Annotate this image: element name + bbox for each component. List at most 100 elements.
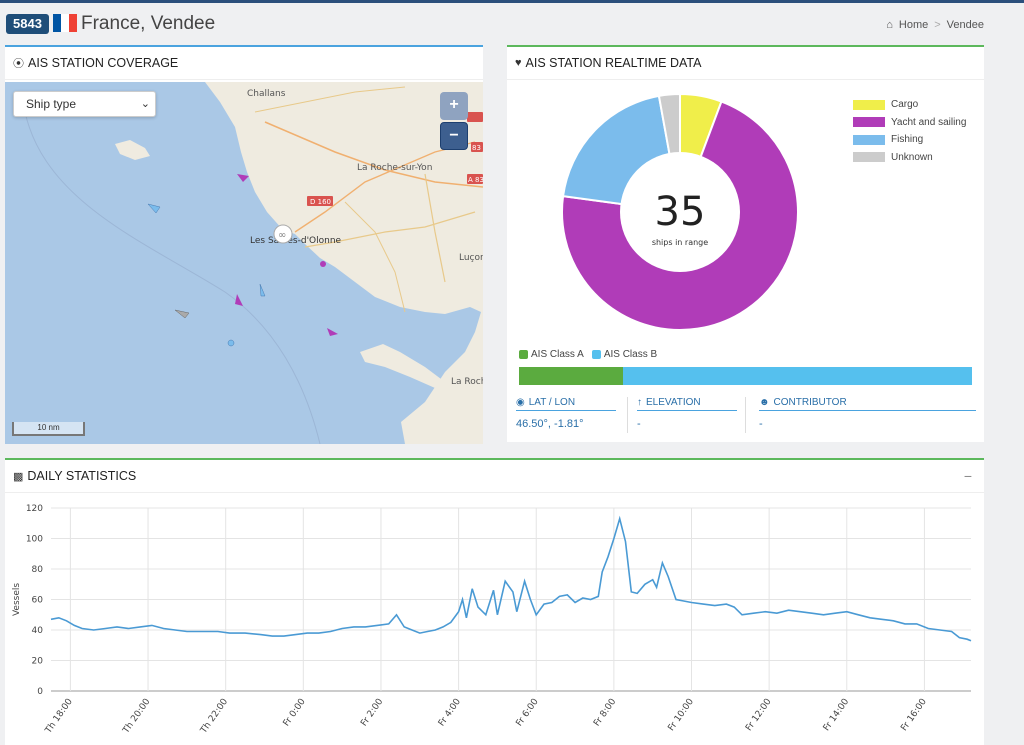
y-tick-label: 100 <box>26 535 43 545</box>
ship-marker-fishing[interactable] <box>147 203 161 214</box>
map-land <box>205 82 483 444</box>
ship-marker-yacht[interactable] <box>320 261 326 267</box>
map-road <box>254 86 406 113</box>
lat-lon-heading: ◉ LAT / LON <box>516 397 616 411</box>
ship-marker-unknown[interactable] <box>174 309 190 319</box>
coverage-map[interactable]: Challans La Roche-sur-Yon Les Sables-d'O… <box>5 82 483 444</box>
ship-marker-yacht[interactable] <box>235 294 243 306</box>
bar-chart-icon: ▩ <box>13 470 24 483</box>
legend-label: Yacht and sailing <box>891 116 967 128</box>
ship-type-donut: 35 ships in range <box>557 89 803 335</box>
series-line-vessels <box>50 515 972 642</box>
x-tick-label: Th 20:00 <box>121 697 153 737</box>
map-label-d160: D 160 <box>310 198 331 206</box>
breadcrumb-current: Vendee <box>946 19 984 31</box>
ships-in-range-label: ships in range <box>652 238 708 247</box>
rss-icon: ⦿ <box>13 58 24 70</box>
legend-item[interactable]: Cargo <box>853 96 966 114</box>
legend-label: Cargo <box>891 99 919 111</box>
vessels-line-chart: 0 20 40 60 80 100 120 Th 18:00 Th 20:00 Th 22:00… <box>12 504 972 737</box>
collapse-button[interactable]: − <box>963 468 972 484</box>
class-a-label: AIS Class A <box>531 349 584 360</box>
x-tick-label: Fr 8:00 <box>592 697 618 729</box>
contributor-label: CONTRIBUTOR <box>773 397 847 408</box>
arrow-up-icon: ↑ <box>637 397 642 408</box>
map-road <box>344 201 406 313</box>
page-title: France, Vendee <box>81 13 216 34</box>
breadcrumb-home-link[interactable]: Home <box>898 19 929 31</box>
realtime-panel-title: AIS STATION REALTIME DATA <box>525 56 702 70</box>
map-road <box>424 173 446 283</box>
map-road-shield <box>307 196 333 206</box>
elevation-info: ↑ ELEVATION - <box>637 397 737 430</box>
legend-item[interactable]: Fishing <box>853 131 966 149</box>
ship-type-select[interactable]: Ship type ⌄ <box>13 91 156 117</box>
map-road-shield <box>467 174 483 184</box>
lat-lon-value: 46.50°, -1.81° <box>516 418 584 430</box>
x-tick-label: Fr 2:00 <box>359 697 385 729</box>
class-a-swatch <box>519 350 528 359</box>
x-tick-label: Fr 12:00 <box>744 697 774 733</box>
y-tick-label: 60 <box>32 596 44 606</box>
map-label-roche: La Roche-sur-Yon <box>357 163 432 173</box>
ais-class-bar <box>519 367 972 385</box>
realtime-panel-header: ♥ AIS STATION REALTIME DATA <box>507 47 984 80</box>
class-legend-item: AIS Class A <box>519 349 584 360</box>
daily-statistics-panel: ▩ DAILY STATISTICS − 0 20 40 60 80 100 120 Th … <box>5 458 984 745</box>
map-road <box>264 121 483 188</box>
ship-type-legend: Cargo Yacht and sailing Fishing Unknown <box>853 96 966 166</box>
station-marker-icon[interactable] <box>273 224 293 244</box>
legend-item[interactable]: Yacht and sailing <box>853 114 966 132</box>
ship-marker-fishing[interactable] <box>227 339 235 347</box>
ship-marker-yacht[interactable] <box>237 174 249 182</box>
users-icon: ☻ <box>759 397 770 408</box>
legend-swatch <box>853 99 885 110</box>
flag-stripe-blue <box>53 14 61 32</box>
map-island-re <box>360 344 445 388</box>
x-tick-label: Fr 4:00 <box>437 697 463 729</box>
zoom-in-button[interactable]: + <box>440 92 468 120</box>
top-accent-bar <box>0 0 1024 3</box>
info-divider <box>627 397 628 433</box>
legend-swatch <box>853 134 885 145</box>
legend-label: Unknown <box>891 151 933 163</box>
x-tick-label: Fr 6:00 <box>515 697 541 729</box>
ais-class-legend: AIS Class A AIS Class B <box>519 349 657 360</box>
lat-lon-label: LAT / LON <box>528 397 576 408</box>
class-b-label: AIS Class B <box>603 349 658 360</box>
legend-swatch <box>853 152 885 163</box>
coverage-panel: ⦿ AIS STATION COVERAGE Challans La Roche… <box>5 45 483 444</box>
class-b-swatch <box>591 350 601 359</box>
antenna-icon: ∞ <box>278 230 286 241</box>
info-divider <box>745 397 746 433</box>
elevation-heading: ↑ ELEVATION <box>637 397 737 411</box>
class-b-segment <box>623 367 972 385</box>
chevron-down-icon: ⌄ <box>140 98 150 110</box>
y-tick-label: 120 <box>26 504 43 514</box>
lat-lon-info: ◉ LAT / LON 46.50°, -1.81° <box>516 397 616 430</box>
legend-swatch <box>853 117 885 128</box>
map-label-challans: Challans <box>247 89 286 99</box>
x-tick-label: Fr 0:00 <box>282 697 308 729</box>
x-tick-label: Fr 14:00 <box>822 697 852 733</box>
elevation-value: - <box>637 418 641 430</box>
flag-stripe-red <box>69 14 77 32</box>
map-road-shield <box>467 112 483 122</box>
coverage-panel-header: ⦿ AIS STATION COVERAGE <box>5 47 483 80</box>
contributor-info: ☻ CONTRIBUTOR - <box>759 397 976 430</box>
realtime-panel: ♥ AIS STATION REALTIME DATA 35 ships in … <box>507 45 984 442</box>
x-tick-label: Th 18:00 <box>43 697 75 737</box>
zoom-out-button[interactable]: − <box>440 122 468 150</box>
legend-item[interactable]: Unknown <box>853 149 966 167</box>
map-label-a83b: A 83 <box>468 176 483 184</box>
class-legend-item: AIS Class B <box>591 349 658 360</box>
y-tick-label: 40 <box>32 626 44 636</box>
map-depth-contour <box>24 111 321 444</box>
ship-marker-yacht[interactable] <box>327 328 338 336</box>
ship-marker-fishing[interactable] <box>259 283 266 297</box>
donut-chart: 35 ships in range <box>561 92 799 331</box>
map-road <box>294 141 476 233</box>
map-label-sables: Les Sables-d'Olonne <box>250 236 342 246</box>
home-icon: ⌂ <box>886 19 893 31</box>
map-island-yeu <box>115 140 150 160</box>
